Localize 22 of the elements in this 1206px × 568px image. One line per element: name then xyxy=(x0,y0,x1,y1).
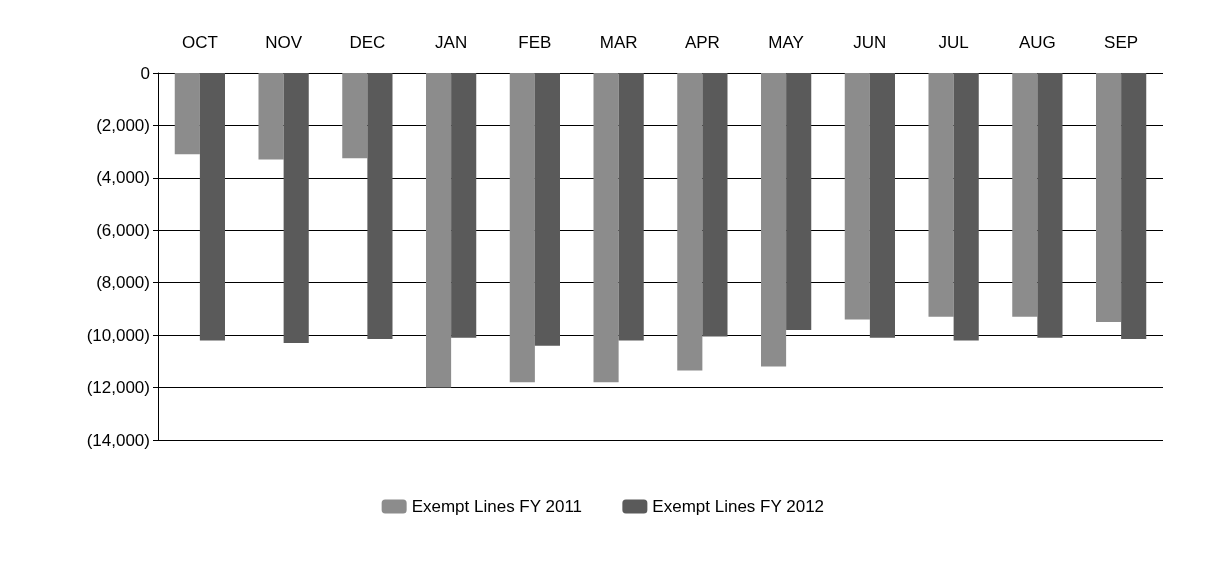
y-tick-label: (10,000) xyxy=(86,325,150,345)
x-tick-label: DEC xyxy=(349,33,386,52)
legend-label: Exempt Lines FY 2011 xyxy=(411,497,583,516)
y-tick-label: (6,000) xyxy=(96,220,150,240)
y-tick-label: (14,000) xyxy=(86,430,150,450)
y-tick-label: (4,000) xyxy=(96,168,150,188)
x-tick-label: FEB xyxy=(518,33,552,52)
x-tick-label: SEP xyxy=(1104,33,1139,52)
y-tick-label: (8,000) xyxy=(96,273,150,293)
x-tick-label: MAR xyxy=(599,33,638,52)
y-tick-label: (2,000) xyxy=(96,115,150,135)
x-tick-label: JAN xyxy=(435,33,468,52)
legend-label: Exempt Lines FY 2012 xyxy=(652,497,825,516)
y-tick-label: (12,000) xyxy=(86,378,150,398)
x-tick-label: JUL xyxy=(938,33,969,52)
x-tick-label: APR xyxy=(684,33,720,52)
x-tick-label: MAY xyxy=(768,33,804,52)
x-tick-label: JUN xyxy=(853,33,887,52)
x-tick-label: OCT xyxy=(181,33,218,52)
y-tick-label: 0 xyxy=(140,63,150,83)
x-tick-label: AUG xyxy=(1018,33,1056,52)
x-tick-label: NOV xyxy=(265,33,303,52)
